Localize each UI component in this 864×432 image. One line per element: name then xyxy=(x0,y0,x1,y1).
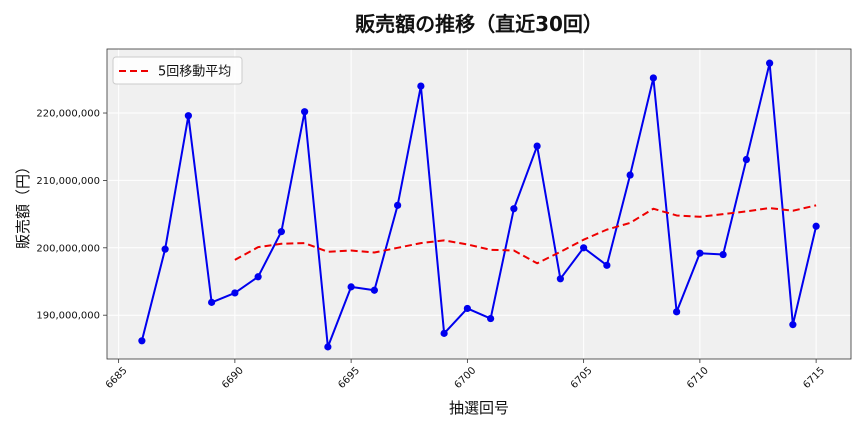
sales-point xyxy=(370,286,378,294)
sales-point xyxy=(254,273,262,281)
moving-average-line xyxy=(234,204,817,265)
sales-point xyxy=(812,222,820,230)
sales-point xyxy=(533,142,541,150)
sales-point xyxy=(719,250,727,259)
plot-frame xyxy=(106,48,852,360)
sales-point xyxy=(417,82,425,90)
sales-point xyxy=(789,321,797,329)
legend-box xyxy=(112,56,243,85)
y-tick-label: 190,000,000 xyxy=(36,311,100,322)
sales-point xyxy=(673,308,681,316)
x-tick-label: 6690 xyxy=(220,365,246,391)
sales-point xyxy=(649,74,657,82)
sales-point xyxy=(161,245,169,253)
sales-point xyxy=(277,228,285,236)
sales-point xyxy=(766,59,774,67)
sales-point xyxy=(138,337,146,345)
sales-point xyxy=(184,112,192,120)
chart-title: 販売額の推移（直近30回） xyxy=(355,12,603,36)
grid xyxy=(107,49,851,359)
sales-point xyxy=(603,261,611,269)
y-axis-title: 販売額（円） xyxy=(14,159,32,249)
plot-area xyxy=(107,49,851,359)
sales-point xyxy=(696,249,704,257)
sales-point xyxy=(626,171,634,179)
x-tick-label: 6710 xyxy=(685,365,711,391)
sales-point xyxy=(347,283,355,291)
sales-point xyxy=(742,155,750,164)
y-tick-label: 210,000,000 xyxy=(36,176,100,187)
y-tick-label: 220,000,000 xyxy=(36,109,100,120)
sales-line xyxy=(140,62,818,348)
x-tick-label: 6705 xyxy=(569,365,595,391)
x-tick-label: 6695 xyxy=(336,365,362,391)
sales-point xyxy=(510,205,518,213)
sales-point xyxy=(231,289,239,297)
sales-point xyxy=(487,314,495,323)
y-tick-label: 200,000,000 xyxy=(36,243,100,254)
x-tick-label: 6715 xyxy=(801,365,827,391)
x-tick-label: 6700 xyxy=(453,365,479,391)
x-tick-label: 6685 xyxy=(104,365,130,391)
sales-point xyxy=(208,298,216,306)
sales-point xyxy=(394,201,402,209)
legend: 5回移動平均 xyxy=(112,56,243,85)
sales-point xyxy=(580,244,588,252)
sales-point xyxy=(440,329,448,337)
x-axis-title: 抽選回号 xyxy=(449,399,509,417)
series-layer xyxy=(138,59,820,351)
sales-point xyxy=(301,108,309,116)
sales-point xyxy=(556,275,564,283)
sales-point xyxy=(463,304,471,313)
sales-point xyxy=(324,343,332,351)
legend-label: 5回移動平均 xyxy=(158,65,231,80)
